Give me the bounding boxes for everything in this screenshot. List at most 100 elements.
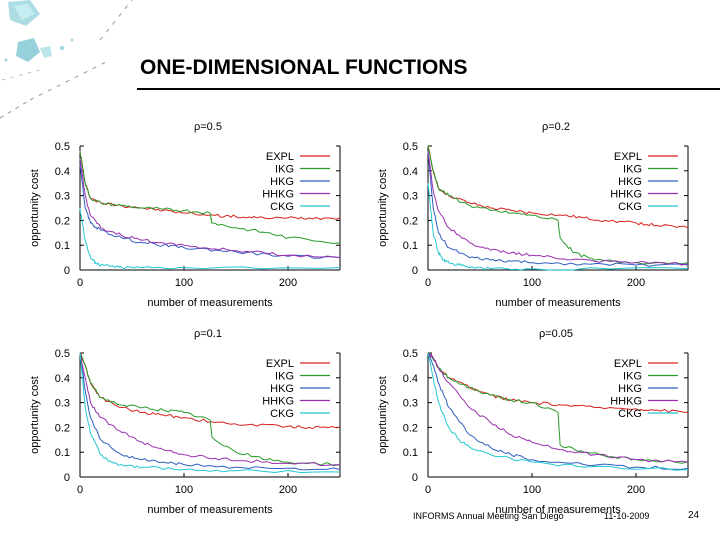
chart-3-legend-label-hkg: HKG [270, 383, 294, 395]
chart-1-svg: ρ=0.5 0 0.1 0.2 0.3 0.4 0.5 0 100 200 number of me… [29, 121, 341, 309]
chart-4-y-tick-label: 0.5 [403, 348, 418, 360]
chart-1-y-tick-label: 0.2 [55, 215, 70, 227]
footer-date: 11-10-2009 [604, 511, 650, 521]
chart-4-x-tick-label: 0 [425, 484, 431, 496]
chart-1-y-tick-label: 0 [64, 265, 70, 277]
chart-1-title: ρ=0.5 [194, 121, 222, 133]
chart-4-legend-label-hkg: HKG [618, 383, 642, 395]
slide-title: ONE-DIMENSIONAL FUNCTIONS [140, 56, 468, 79]
chart-2-legend-label-hhkg: HHKG [610, 189, 642, 201]
chart-1-series-hkg [79, 163, 341, 259]
chart-4-y-tick-label: 0.3 [403, 398, 418, 410]
chart-3-series-ikg [79, 352, 341, 467]
chart-4-x-tick-label: 100 [523, 484, 541, 496]
chart-1-legend-label-ckg: CKG [270, 201, 294, 213]
chart-1-legend-label-hhkg: HHKG [262, 189, 294, 201]
footer-event: INFORMS Annual Meeting San Diego [413, 511, 564, 521]
chart-1-legend-label-hkg: HKG [270, 176, 294, 188]
chart-1-y-tick-label: 0.5 [55, 141, 70, 153]
chart-4-y-tick-label: 0.4 [403, 373, 418, 385]
chart-4-legend-label-ikg: IKG [623, 371, 642, 383]
chart-2-y-tick-label: 0 [412, 265, 418, 277]
chart-1-x-tick-label: 0 [77, 277, 83, 289]
chart-3-y-tick-label: 0.4 [55, 373, 70, 385]
chart-1-x-axis-label: number of measurements [147, 297, 273, 309]
chart-2-svg: ρ=0.2 0 0.1 0.2 0.3 0.4 0.5 0 100 200 number of me… [377, 121, 689, 309]
chart-3-y-axis-label: opportunity cost [29, 376, 41, 454]
chart-2-series-ckg [427, 183, 689, 271]
chart-3-y-tick-label: 0 [64, 472, 70, 484]
chart-3-legend-label-expl: EXPL [266, 358, 294, 370]
chart-2-y-tick-label: 0.1 [403, 240, 418, 252]
chart-4-legend-label-expl: EXPL [614, 358, 642, 370]
chart-1-y-tick-label: 0.4 [55, 166, 70, 178]
chart-2-legend-label-expl: EXPL [614, 151, 642, 163]
chart-4-series-ckg [427, 352, 689, 471]
chart-2-y-tick-label: 0.5 [403, 141, 418, 153]
chart-1-series-expl [79, 150, 341, 220]
chart-2-x-tick-label: 0 [425, 277, 431, 289]
chart-2-y-tick-label: 0.3 [403, 191, 418, 203]
chart-4-series-expl [427, 352, 689, 413]
chart-3-y-tick-label: 0.2 [55, 422, 70, 434]
chart-3-series-expl [79, 352, 341, 430]
chart-2-x-axis-label: number of measurements [495, 297, 621, 309]
chart-2-legend-label-hkg: HKG [618, 176, 642, 188]
chart-4-series-ikg [427, 351, 689, 464]
chart-4-legend-label-ckg: CKG [618, 408, 642, 420]
chart-4-y-tick-label: 0.1 [403, 447, 418, 459]
chart-4-series-hhkg [427, 352, 689, 463]
chart-2-y-tick-label: 0.2 [403, 215, 418, 227]
chart-3-y-tick-label: 0.5 [55, 348, 70, 360]
chart-4-y-tick-label: 0.2 [403, 422, 418, 434]
chart-1-series-ckg [79, 207, 341, 270]
chart-3-x-tick-label: 200 [279, 484, 297, 496]
chart-4-legend-label-hhkg: HHKG [610, 396, 642, 408]
chart-3-y-tick-label: 0.1 [55, 447, 70, 459]
chart-3-x-tick-label: 0 [77, 484, 83, 496]
chart-1-legend-label-expl: EXPL [266, 151, 294, 163]
chart-3-series-hhkg [79, 352, 341, 467]
chart-1-series-ikg [79, 150, 341, 244]
chart-3-series-hkg [79, 352, 341, 471]
title-rule [137, 88, 720, 90]
chart-2-series-ikg [427, 145, 689, 265]
chart-3-svg: ρ=0.1 0 0.1 0.2 0.3 0.4 0.5 0 100 200 number of me… [29, 328, 341, 516]
chart-2-y-tick-label: 0.4 [403, 166, 418, 178]
chart-3-series-ckg [79, 352, 341, 474]
chart-2-legend-label-ckg: CKG [618, 201, 642, 213]
chart-2-series-hhkg [427, 150, 689, 266]
chart-4-y-axis-label: opportunity cost [377, 376, 389, 454]
chart-1-legend-label-ikg: IKG [275, 164, 294, 176]
chart-3-title: ρ=0.1 [194, 328, 222, 340]
chart-1-x-tick-label: 200 [279, 277, 297, 289]
chart-1-y-tick-label: 0.1 [55, 240, 70, 252]
chart-3-x-axis-label: number of measurements [147, 504, 273, 516]
chart-panel-4: ρ=0.05 0 0.1 0.2 0.3 0.4 0.5 0 100 200 number of m… [366, 325, 706, 530]
chart-3-x-tick-label: 100 [175, 484, 193, 496]
chart-2-legend-label-ikg: IKG [623, 164, 642, 176]
chart-2-x-tick-label: 100 [523, 277, 541, 289]
chart-2-x-tick-label: 200 [627, 277, 645, 289]
chart-panel-2: ρ=0.2 0 0.1 0.2 0.3 0.4 0.5 0 100 200 number of me… [366, 118, 706, 323]
chart-2-y-axis-label: opportunity cost [377, 169, 389, 247]
chart-3-y-tick-label: 0.3 [55, 398, 70, 410]
chart-4-svg: ρ=0.05 0 0.1 0.2 0.3 0.4 0.5 0 100 200 number of m… [377, 328, 689, 516]
chart-4-y-tick-label: 0 [412, 472, 418, 484]
chart-1-x-tick-label: 100 [175, 277, 193, 289]
chart-2-series-expl [427, 145, 689, 229]
chart-4-x-tick-label: 200 [627, 484, 645, 496]
chart-4-title: ρ=0.05 [539, 328, 573, 340]
chart-panel-3: ρ=0.1 0 0.1 0.2 0.3 0.4 0.5 0 100 200 number of me… [18, 325, 358, 530]
chart-4-x-axis-label: number of measurements [495, 504, 621, 516]
chart-2-title: ρ=0.2 [542, 121, 570, 133]
chart-1-y-axis-label: opportunity cost [29, 169, 41, 247]
chart-1-series-hhkg [79, 158, 341, 259]
decorative-crystals-graphic [0, 0, 133, 119]
chart-3-legend-label-ckg: CKG [270, 408, 294, 420]
chart-3-legend-label-hhkg: HHKG [262, 396, 294, 408]
chart-4-series-hkg [427, 352, 689, 470]
chart-panel-1: ρ=0.5 0 0.1 0.2 0.3 0.4 0.5 0 100 200 number of me… [18, 118, 358, 323]
chart-1-y-tick-label: 0.3 [55, 191, 70, 203]
chart-3-legend-label-ikg: IKG [275, 371, 294, 383]
